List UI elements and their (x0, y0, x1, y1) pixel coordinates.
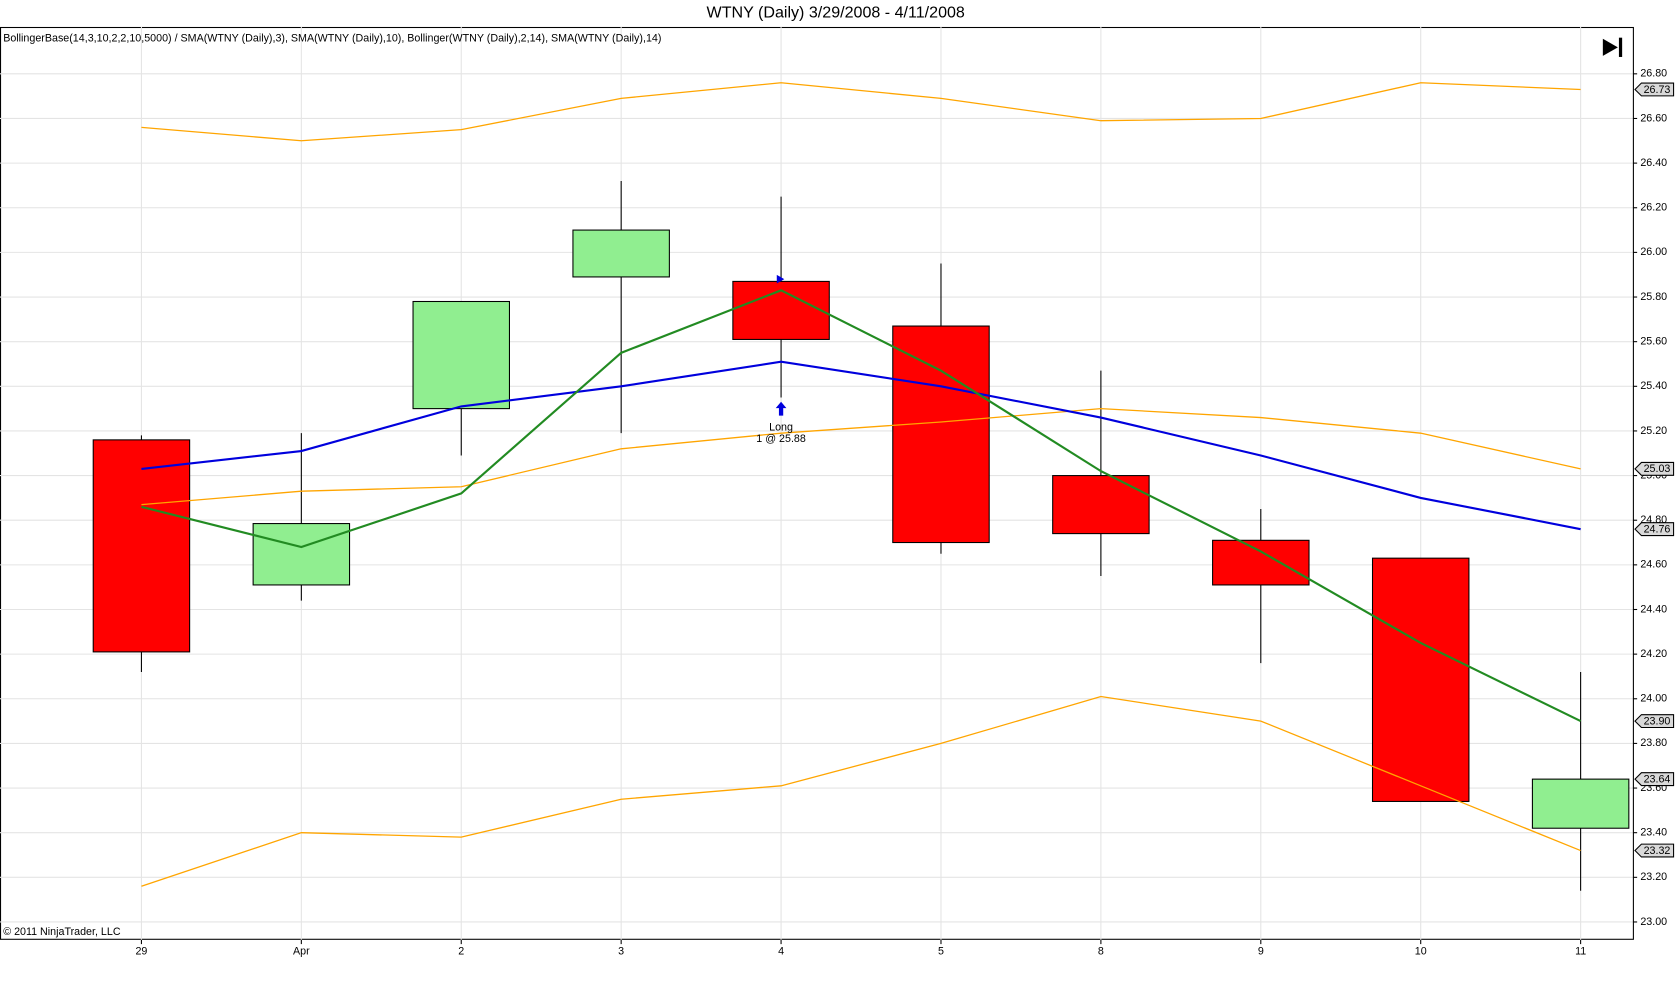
copyright: © 2011 NinjaTrader, LLC (3, 926, 121, 938)
price-tag-label: 25.03 (1644, 463, 1671, 475)
y-tick-label: 26.60 (1640, 112, 1667, 124)
price-tag-label: 23.32 (1644, 845, 1671, 857)
y-tick-label: 25.40 (1640, 380, 1667, 392)
price-tag-label: 24.76 (1644, 524, 1671, 536)
y-tick-label: 26.80 (1640, 68, 1667, 80)
price-tag (1634, 772, 1675, 787)
candle-body (412, 300, 510, 410)
y-tick-label: 24.60 (1640, 559, 1667, 571)
y-tick-label: 25.60 (1640, 335, 1667, 347)
y-tick-label: 26.40 (1640, 157, 1667, 169)
candle-body (1371, 557, 1470, 802)
candle-body (252, 523, 351, 586)
x-tick-label: Apr (293, 945, 310, 957)
x-tick-label: 11 (1575, 945, 1586, 957)
candle-body (572, 229, 670, 278)
x-tick-label: 5 (938, 945, 944, 957)
price-tag-label: 23.64 (1644, 773, 1671, 785)
y-tick-label: 25.20 (1640, 425, 1667, 437)
skip-to-end-icon[interactable] (1602, 37, 1623, 57)
y-tick-label: 25.80 (1640, 291, 1667, 303)
trade-text: 1 @ 25.88 (756, 433, 806, 445)
price-tag (1634, 714, 1675, 729)
long-arrow (775, 401, 787, 416)
indicator-line (141, 695, 1581, 887)
x-tick-label: 8 (1098, 945, 1104, 957)
indicator-line (141, 407, 1581, 506)
indicator-line (141, 289, 1582, 723)
candle-body (1212, 539, 1310, 586)
indicator-line (141, 360, 1581, 531)
y-tick-label: 24.00 (1640, 693, 1667, 705)
plot-frame (0, 26, 1634, 940)
y-tick-label: 23.00 (1640, 916, 1667, 928)
price-tag (1634, 461, 1675, 476)
y-tick-label: 23.80 (1640, 737, 1667, 749)
price-tag (1634, 843, 1675, 858)
y-tick-label: 24.40 (1640, 603, 1667, 615)
x-tick-label: 10 (1415, 945, 1427, 957)
x-tick-label: 2 (458, 945, 464, 957)
trade-label: Long (769, 421, 793, 433)
price-tag (1634, 522, 1675, 537)
chart-title: WTNY (Daily) 3/29/2008 - 4/11/2008 (707, 3, 965, 21)
price-tag-label: 26.73 (1644, 84, 1671, 96)
icon-bar (1618, 37, 1623, 57)
indicator-text: BollingerBase(14,3,10,2,2,10,5000) / SMA… (3, 33, 661, 45)
x-tick-label: 29 (135, 945, 147, 957)
candle-body (92, 439, 191, 653)
candle-body (1052, 475, 1150, 535)
y-tick-label: 24.20 (1640, 648, 1667, 660)
grid (0, 26, 1638, 945)
candle-body (892, 325, 990, 544)
price-tag-label: 23.90 (1644, 715, 1671, 727)
indicator-line (141, 82, 1581, 142)
y-tick-label: 23.20 (1640, 871, 1667, 883)
marks (92, 82, 1630, 891)
entry-marker (776, 274, 785, 284)
x-tick-label: 3 (618, 945, 624, 957)
x-tick-label: 4 (778, 945, 784, 957)
y-tick-label: 26.00 (1640, 246, 1667, 258)
icon-triangle (1602, 38, 1618, 56)
y-tick-label: 23.40 (1640, 827, 1667, 839)
price-tag (1634, 82, 1675, 97)
x-tick-label: 9 (1258, 945, 1264, 957)
candle-body (1531, 778, 1630, 829)
y-tick-label: 26.20 (1640, 202, 1667, 214)
